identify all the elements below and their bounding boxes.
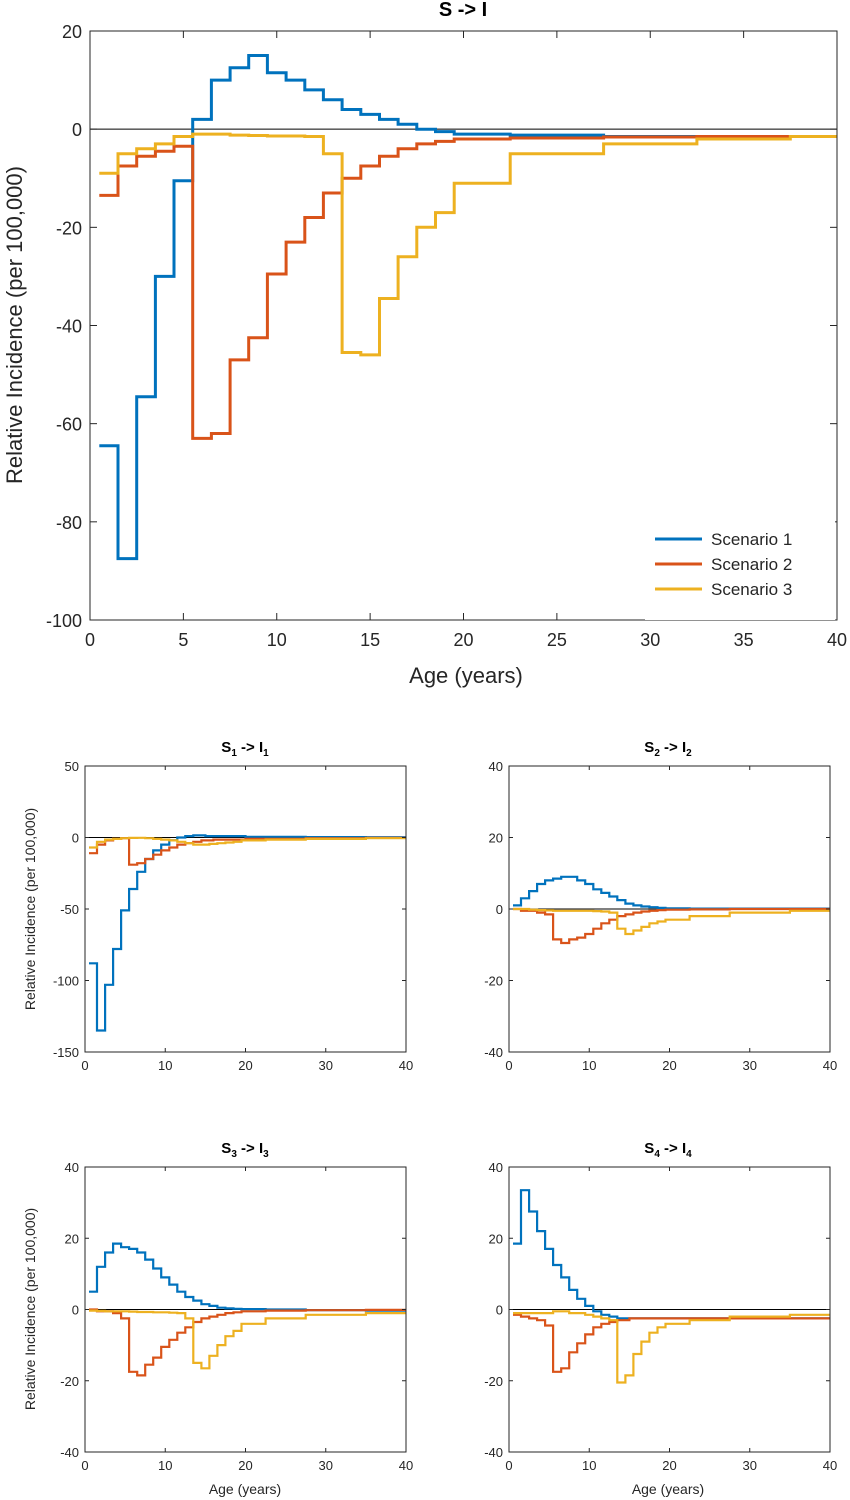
x-tick-label-s2-30: 30 <box>743 1058 757 1073</box>
x-tick-label-s2-20: 20 <box>662 1058 676 1073</box>
y-tick-label-s1-0: 0 <box>72 831 79 846</box>
x-tick-label-s4-30: 30 <box>743 1458 757 1473</box>
y-tick-label-s2--20: -20 <box>484 974 503 989</box>
y-tick-label-s4-0: 0 <box>496 1303 503 1318</box>
x-tick-label-s3-30: 30 <box>319 1458 333 1473</box>
x-tick-label-s1-20: 20 <box>238 1058 252 1073</box>
x-tick-label-s1-10: 10 <box>158 1058 172 1073</box>
x-tick-label-s4-10: 10 <box>582 1458 596 1473</box>
x-tick-label-s3-20: 20 <box>238 1458 252 1473</box>
chart-title-s2: S2 -> I2 <box>644 739 692 759</box>
y-tick-label-s2-20: 20 <box>489 831 503 846</box>
y-tick-label-s3-40: 40 <box>65 1160 79 1175</box>
chart-title-s1: S1 -> I1 <box>221 739 269 759</box>
chart-title-s3: S3 -> I3 <box>221 1140 269 1160</box>
y-tick-label-s4-20: 20 <box>489 1231 503 1246</box>
chart-main: 0 5 10 15 20 25 30 35 40 -100 -80 -60 -40 -20 0 20 S -> … <box>2 0 847 688</box>
y-axis-label-main: Relative Incidence (per 100,000) <box>2 166 27 484</box>
x-tick-label-s3-40: 40 <box>399 1458 413 1473</box>
x-tick-label-s2-10: 10 <box>582 1058 596 1073</box>
series-line-s4-scenario-2 <box>513 1313 830 1373</box>
y-tick-label-s3--20: -20 <box>60 1374 79 1389</box>
legend-box <box>645 520 835 620</box>
legend-label-scenario-1: Scenario 1 <box>711 530 792 549</box>
y-tick-label-s1--150: -150 <box>53 1045 79 1060</box>
x-tick-label-s1-30: 30 <box>319 1058 333 1073</box>
chart-title-s4: S4 -> I4 <box>644 1140 692 1160</box>
y-tick-label-main-0: 0 <box>72 120 82 140</box>
chart-s4: 0 10 20 30 40 -40 -20 0 20 40 S4 -> I4 Age (years) <box>484 1140 837 1497</box>
chart-s2: 0 10 20 30 40 -40 -20 0 20 40 S2 -> I2 <box>484 739 837 1073</box>
x-tick-label-main-20: 20 <box>453 630 473 650</box>
y-tick-label-main--60: -60 <box>56 415 82 435</box>
y-tick-label-main--100: -100 <box>46 611 82 631</box>
series-line-s1-scenario-3 <box>89 836 406 849</box>
y-tick-label-main--40: -40 <box>56 317 82 337</box>
x-tick-label-s1-0: 0 <box>81 1058 88 1073</box>
y-tick-label-s2-40: 40 <box>489 759 503 774</box>
y-tick-label-s2-0: 0 <box>496 902 503 917</box>
x-tick-label-s3-0: 0 <box>81 1458 88 1473</box>
y-tick-label-main--20: -20 <box>56 218 82 238</box>
y-tick-label-s1-50: 50 <box>65 759 79 774</box>
x-tick-label-main-35: 35 <box>734 630 754 650</box>
x-axis-label-s4: Age (years) <box>632 1481 704 1497</box>
legend-label-scenario-3: Scenario 3 <box>711 580 792 599</box>
x-tick-label-s4-0: 0 <box>505 1458 512 1473</box>
x-tick-label-s2-40: 40 <box>823 1058 837 1073</box>
y-tick-label-s3-20: 20 <box>65 1231 79 1246</box>
x-tick-label-main-0: 0 <box>85 630 95 650</box>
y-axis-label-s3: Relative Incidence (per 100,000) <box>22 1208 38 1410</box>
x-tick-label-main-5: 5 <box>178 630 188 650</box>
y-tick-label-main-20: 20 <box>62 22 82 42</box>
series-line-s3-scenario-1 <box>89 1242 406 1312</box>
series-line-main-scenario-2 <box>99 135 837 440</box>
x-tick-label-s3-10: 10 <box>158 1458 172 1473</box>
series-line-s2-scenario-3 <box>513 907 830 936</box>
series-line-s2-scenario-1 <box>513 875 830 910</box>
series-line-s2-scenario-2 <box>513 907 830 945</box>
series-line-s3-scenario-3 <box>89 1309 406 1370</box>
x-tick-label-main-30: 30 <box>640 630 660 650</box>
x-tick-label-s1-40: 40 <box>399 1058 413 1073</box>
chart-title-main: S -> I <box>439 0 487 21</box>
y-tick-label-s3-0: 0 <box>72 1303 79 1318</box>
y-tick-label-main--80: -80 <box>56 513 82 533</box>
y-tick-label-s4-40: 40 <box>489 1160 503 1175</box>
x-tick-label-s4-40: 40 <box>823 1458 837 1473</box>
y-tick-label-s1--50: -50 <box>60 902 79 917</box>
series-line-s3-scenario-2 <box>89 1308 406 1377</box>
plot-area-s1 <box>85 766 406 1052</box>
x-tick-label-s4-20: 20 <box>662 1458 676 1473</box>
x-tick-label-s2-0: 0 <box>505 1058 512 1073</box>
series-line-s1-scenario-1 <box>89 834 406 1032</box>
legend <box>645 520 835 620</box>
legend-label-scenario-2: Scenario 2 <box>711 555 792 574</box>
chart-s3: 0 10 20 30 40 -40 -20 0 20 40 S3 -> I3 Age (years) R… <box>22 1140 413 1497</box>
x-tick-label-main-40: 40 <box>827 630 847 650</box>
x-tick-label-main-15: 15 <box>360 630 380 650</box>
series-line-main-scenario-3 <box>99 132 837 357</box>
x-axis-label-main: Age (years) <box>409 663 523 688</box>
y-tick-label-s3--40: -40 <box>60 1445 79 1460</box>
series-line-main-scenario-1 <box>99 54 837 561</box>
x-axis-label-s3: Age (years) <box>209 1481 281 1497</box>
series-line-s4-scenario-1 <box>513 1189 830 1320</box>
y-tick-label-s4--20: -20 <box>484 1374 503 1389</box>
x-tick-label-main-25: 25 <box>547 630 567 650</box>
series-line-s4-scenario-3 <box>513 1310 830 1384</box>
y-tick-label-s4--40: -40 <box>484 1445 503 1460</box>
y-axis-label-s1: Relative Incidence (per 100,000) <box>22 808 38 1010</box>
y-tick-label-s2--40: -40 <box>484 1045 503 1060</box>
x-tick-label-main-10: 10 <box>267 630 287 650</box>
chart-s1: 0 10 20 30 40 -150 -100 -50 0 50 S1 -> I1 Relative … <box>22 739 413 1073</box>
y-tick-label-s1--100: -100 <box>53 974 79 989</box>
